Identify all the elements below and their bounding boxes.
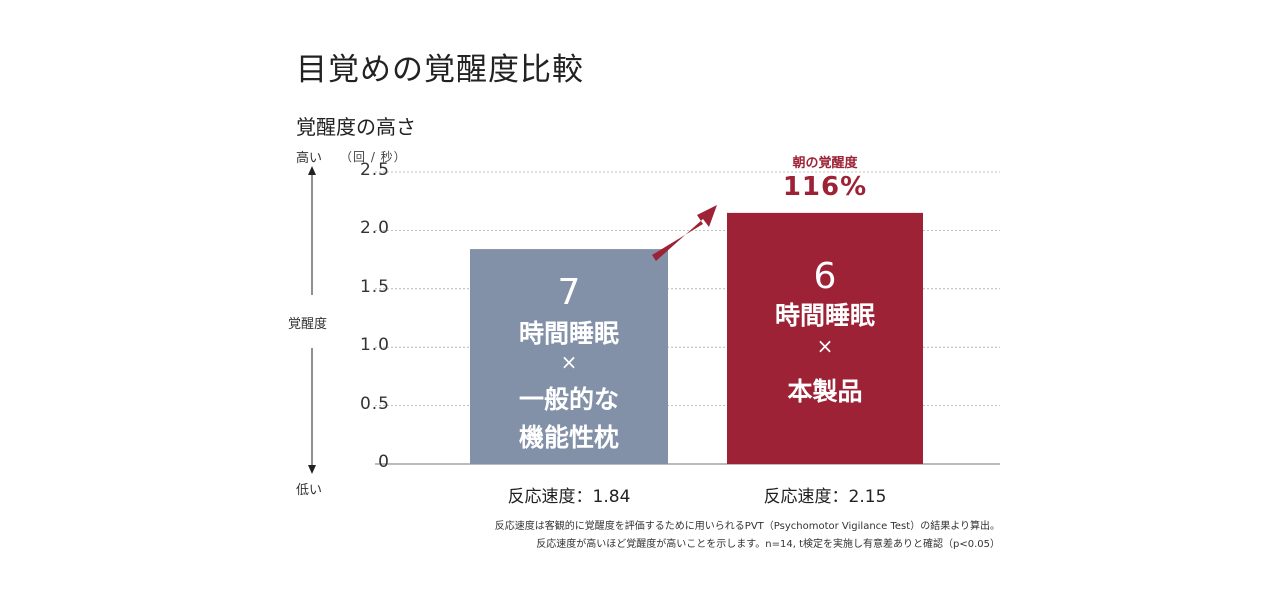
bar-1	[727, 212, 923, 464]
axis-up-arrow-icon	[308, 166, 316, 175]
y-tick-label: 0	[378, 452, 390, 472]
footnote: 反応速度は客観的に覚醒度を評価するために用いられるPVT（Psychomotor…	[400, 518, 1000, 554]
annotation-value: 116%	[782, 172, 868, 202]
bar-product-label-line1: 本製品	[787, 377, 863, 406]
bar-times-label: ×	[560, 350, 578, 374]
axis-high-label: 高い	[296, 151, 323, 166]
bar-0	[470, 249, 668, 464]
bar-number-label: 6	[813, 256, 837, 297]
bar-product-label-line2: 機能性枕	[518, 423, 619, 452]
footnote-line-2: 反応速度が高いほど覚醒度が高いことを示します。n=14, t検定を実施し有意差あ…	[536, 539, 1000, 550]
bar-label-group-0: 7 時間睡眠 × 一般的な 機能性枕	[470, 254, 668, 464]
speed-label-1: 反応速度：2.15	[763, 487, 887, 507]
axis-middle-label: 覚醒度	[288, 317, 328, 332]
footnote-line-1: 反応速度は客観的に覚醒度を評価するために用いられるPVT（Psychomotor…	[494, 521, 1000, 532]
bar-label-group-1: 6 時間睡眠 × 本製品	[727, 208, 923, 464]
speed-label-0: 反応速度：1.84	[507, 487, 631, 507]
y-tick-label: 1.5	[359, 276, 390, 297]
axis-down-arrow-icon	[308, 465, 316, 474]
axis-unit-label: （回 / 秒）	[340, 150, 407, 164]
bar-times-label: ×	[816, 334, 834, 358]
y-tick-label: 2.5	[359, 160, 390, 180]
y-tick-label: 1.0	[359, 335, 390, 356]
y-tick-label: 0.5	[359, 393, 390, 414]
chart-title: 目覚めの覚醒度比較	[296, 52, 584, 88]
y-axis-title: 覚醒度の高さ	[296, 115, 416, 139]
bar-number-label: 7	[557, 272, 581, 313]
annotation-label: 朝の覚醒度	[792, 156, 858, 171]
bar-hours-label: 時間睡眠	[774, 301, 875, 330]
bar-hours-label: 時間睡眠	[518, 319, 619, 348]
axis-low-label: 低い	[296, 483, 323, 498]
y-tick-label: 2.0	[359, 218, 390, 239]
increase-arrow-icon	[652, 205, 717, 261]
bar-product-label-line1: 一般的な	[518, 385, 619, 414]
